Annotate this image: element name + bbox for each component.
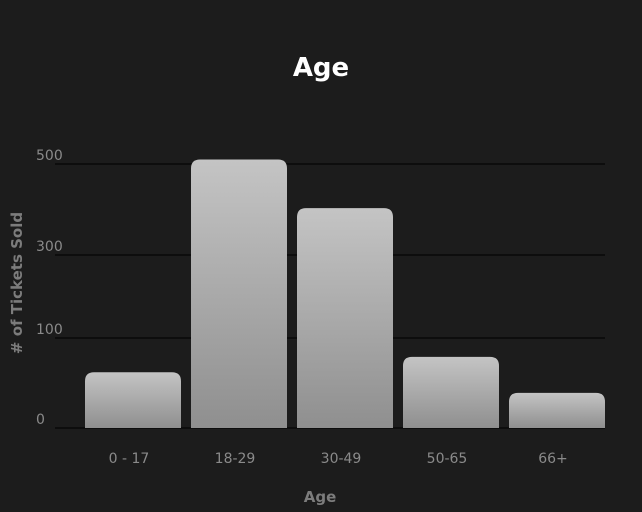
- bar: [85, 372, 181, 428]
- x-axis-label: Age: [304, 488, 337, 506]
- x-axis-ticks: 0 - 17 18-29 30-49 50-65 66+: [109, 451, 568, 467]
- x-tick-label: 50-65: [427, 451, 468, 467]
- y-tick-label: 0: [36, 412, 45, 428]
- y-tick-label: 300: [36, 239, 63, 255]
- y-axis-label: # of Tickets Sold: [8, 212, 26, 354]
- bar: [403, 356, 499, 428]
- bars: [85, 159, 605, 428]
- x-tick-label: 0 - 17: [109, 451, 150, 467]
- y-axis-ticks: 0 100 300 500: [36, 148, 63, 428]
- x-tick-label: 18-29: [215, 451, 256, 467]
- chart-title: Age: [293, 53, 349, 83]
- y-tick-label: 100: [36, 322, 63, 338]
- bar: [297, 208, 393, 428]
- bar: [509, 392, 605, 428]
- bar: [191, 159, 287, 428]
- x-tick-label: 66+: [538, 451, 568, 467]
- x-tick-label: 30-49: [321, 451, 362, 467]
- y-tick-label: 500: [36, 148, 63, 164]
